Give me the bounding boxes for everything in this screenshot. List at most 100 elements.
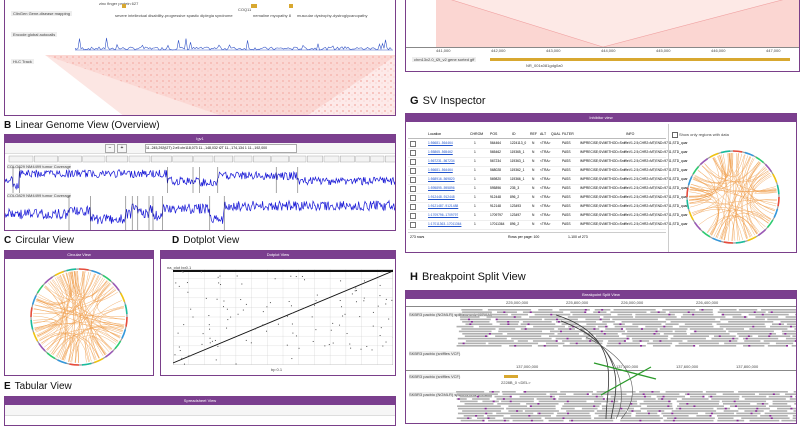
alignment-dot xyxy=(386,342,387,343)
chrom-cell: 1 xyxy=(474,220,476,229)
column-header[interactable]: FILTER xyxy=(562,130,574,138)
chromosome-arc xyxy=(33,332,37,341)
circular-plot[interactable] xyxy=(670,142,796,252)
ruler-tick: 446,000 xyxy=(711,48,725,53)
panel-b-linear-overview: Igv1 − + 11..245,292(t2T) 2.e5 chr118,07… xyxy=(4,134,396,231)
column-header[interactable]: CHROM xyxy=(470,130,483,138)
x-axis-label: bp 0.1 xyxy=(271,367,282,372)
track-label[interactable]: chm13v2.0_t2t_v2 gene sorted gff xyxy=(412,57,476,62)
location-link[interactable]: 1:1709796..1709797 xyxy=(428,211,458,220)
alignment-dot xyxy=(304,279,305,280)
panel-title: Circular View xyxy=(5,251,153,259)
zoom-in-button[interactable]: + xyxy=(117,144,127,153)
row-checkbox[interactable] xyxy=(410,213,416,219)
chromosome-arc xyxy=(103,275,111,281)
chromosome-segment xyxy=(272,156,289,162)
alignment-dot xyxy=(266,306,267,307)
alignment-dot xyxy=(312,316,313,317)
pos-cell: 567234 xyxy=(490,157,501,166)
chromosome-segment xyxy=(106,156,128,162)
circular-plot[interactable] xyxy=(5,260,153,375)
alignment-dot xyxy=(340,300,341,301)
gene-feature[interactable] xyxy=(251,4,257,8)
row-count: 273 rows xyxy=(410,233,424,241)
alignment-dot xyxy=(246,304,247,305)
chromosome-arc xyxy=(745,153,754,156)
column-header[interactable]: REF xyxy=(530,130,537,138)
row-checkbox[interactable] xyxy=(410,159,416,165)
alignment-dot xyxy=(201,344,202,345)
chromosome-arc xyxy=(106,351,113,357)
chrom-cell: 1 xyxy=(474,139,476,148)
show-only-checkbox[interactable] xyxy=(672,132,678,138)
chromosome-arc xyxy=(736,241,745,242)
alignment-dot xyxy=(212,341,213,342)
gene-feature[interactable] xyxy=(289,4,293,8)
chromosome-arc xyxy=(687,200,688,209)
row-checkbox[interactable] xyxy=(410,186,416,192)
location-link[interactable]: 1:9121487..9121488 xyxy=(428,202,458,211)
gene-feature[interactable] xyxy=(122,4,126,8)
alignment-dot xyxy=(361,349,362,350)
location-link[interactable]: 1:17011363..17011364 xyxy=(428,220,461,229)
location-link[interactable]: 1:56681..564464 xyxy=(428,166,453,175)
column-header[interactable]: POS xyxy=(490,130,497,138)
location-link[interactable]: 1:56681..564464 xyxy=(428,139,453,148)
alignment-dot xyxy=(262,324,263,325)
locus-input[interactable]: 11..245,292(t2T) 2.e5 chr118,073 11..,14… xyxy=(145,144,297,153)
gene-feature[interactable] xyxy=(490,58,790,61)
sv-chord xyxy=(689,153,728,196)
column-header[interactable]: INFO xyxy=(626,130,634,138)
alignment-dot xyxy=(181,358,182,359)
chromosome-arc xyxy=(689,177,692,186)
zoom-out-button[interactable]: − xyxy=(105,144,115,153)
ref-cell: N xyxy=(532,202,534,211)
track-label[interactable]: ClinGen Gene-disease mapping xyxy=(11,11,72,16)
column-header[interactable]: ID xyxy=(512,130,516,138)
column-header[interactable]: Location xyxy=(428,130,441,138)
alignment-dot xyxy=(179,347,180,348)
row-checkbox[interactable] xyxy=(410,141,416,147)
location-link[interactable]: 1:568916..569820 xyxy=(428,175,455,184)
row-checkbox[interactable] xyxy=(410,150,416,156)
filter-cell: PASS xyxy=(562,139,571,148)
chromosome-arc xyxy=(94,359,103,363)
alignment-dot xyxy=(345,314,346,315)
table-footer: 273 rows Rows per page: 100 1-100 of 273 xyxy=(408,232,666,241)
location-link[interactable]: 1:567231..567234 xyxy=(428,157,455,166)
chromosome-segment xyxy=(9,156,33,162)
alignment-dot xyxy=(210,342,211,343)
alignment-dot xyxy=(278,324,279,325)
alignment-dot xyxy=(220,284,221,285)
column-header[interactable]: ALT xyxy=(540,130,546,138)
alignment-dot xyxy=(331,330,332,331)
alignment-dot xyxy=(179,286,180,287)
row-checkbox[interactable] xyxy=(410,168,416,174)
location-link[interactable]: 1:912448..912448 xyxy=(428,193,455,202)
chromosome-segment xyxy=(385,156,396,162)
alignment-dot xyxy=(187,292,188,293)
toolbar xyxy=(5,405,395,416)
gene-label: severe intellectual disability-progressi… xyxy=(115,13,233,18)
location-link[interactable]: 1:595895..595896 xyxy=(428,184,455,193)
chromosome-segment xyxy=(129,156,150,162)
track-label[interactable]: Encode global autocalls xyxy=(11,32,57,37)
alignment-dot xyxy=(201,271,202,272)
rows-per-page[interactable]: Rows per page: 100 xyxy=(508,233,539,241)
dotplot[interactable] xyxy=(173,269,393,365)
ruler-tick: 444,000 xyxy=(601,48,615,53)
alignment-dot xyxy=(388,319,389,320)
alignment-dot xyxy=(219,276,220,277)
alignment-dot xyxy=(266,331,267,332)
chromosome-arc xyxy=(695,222,701,229)
row-checkbox[interactable] xyxy=(410,195,416,201)
row-checkbox[interactable] xyxy=(410,222,416,228)
column-header[interactable]: QUAL xyxy=(551,130,561,138)
pos-cell: 595896 xyxy=(490,184,501,193)
location-link[interactable]: 1:55865..565462 xyxy=(428,148,453,157)
alignment-dot xyxy=(385,303,386,304)
row-checkbox[interactable] xyxy=(410,177,416,183)
chromosome-overview[interactable] xyxy=(5,154,396,164)
row-checkbox[interactable] xyxy=(410,204,416,210)
